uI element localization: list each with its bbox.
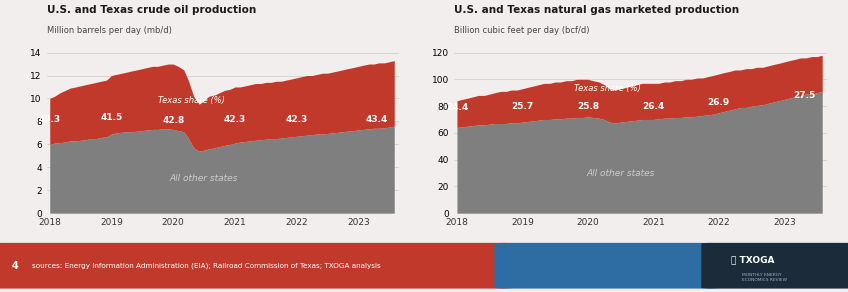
FancyBboxPatch shape: [701, 243, 848, 288]
Text: Texas share (%): Texas share (%): [574, 84, 641, 93]
Text: 27.5: 27.5: [793, 91, 815, 100]
Text: 26.9: 26.9: [708, 98, 730, 107]
FancyBboxPatch shape: [494, 243, 719, 288]
Text: 26.4: 26.4: [642, 102, 665, 111]
Text: 42.3: 42.3: [286, 114, 308, 124]
FancyBboxPatch shape: [0, 243, 512, 288]
Text: 25.8: 25.8: [577, 102, 599, 111]
Text: Million barrels per day (mb/d): Million barrels per day (mb/d): [47, 26, 171, 35]
Text: 42.8: 42.8: [162, 116, 184, 125]
Text: All other states: All other states: [587, 168, 655, 178]
Text: 40.3: 40.3: [39, 114, 61, 124]
Text: MONTHLY ENERGY
ECONOMICS REVIEW: MONTHLY ENERGY ECONOMICS REVIEW: [742, 273, 787, 281]
Text: Texas share (%): Texas share (%): [159, 96, 226, 105]
Text: 42.3: 42.3: [224, 114, 246, 124]
Text: 24.4: 24.4: [446, 103, 468, 112]
Text: 43.4: 43.4: [365, 114, 388, 124]
Text: 41.5: 41.5: [100, 114, 123, 122]
Text: ⬛ TXOGA: ⬛ TXOGA: [731, 255, 774, 264]
Text: Billion cubic feet per day (bcf/d): Billion cubic feet per day (bcf/d): [454, 26, 589, 35]
Text: 25.7: 25.7: [511, 102, 533, 111]
Text: All other states: All other states: [170, 174, 238, 183]
Text: 4: 4: [12, 261, 19, 271]
Text: U.S. and Texas crude oil production: U.S. and Texas crude oil production: [47, 5, 256, 15]
Text: U.S. and Texas natural gas marketed production: U.S. and Texas natural gas marketed prod…: [454, 5, 739, 15]
Text: sources: Energy Information Administration (EIA); Railroad Commission of Texas; : sources: Energy Information Administrati…: [32, 263, 381, 269]
